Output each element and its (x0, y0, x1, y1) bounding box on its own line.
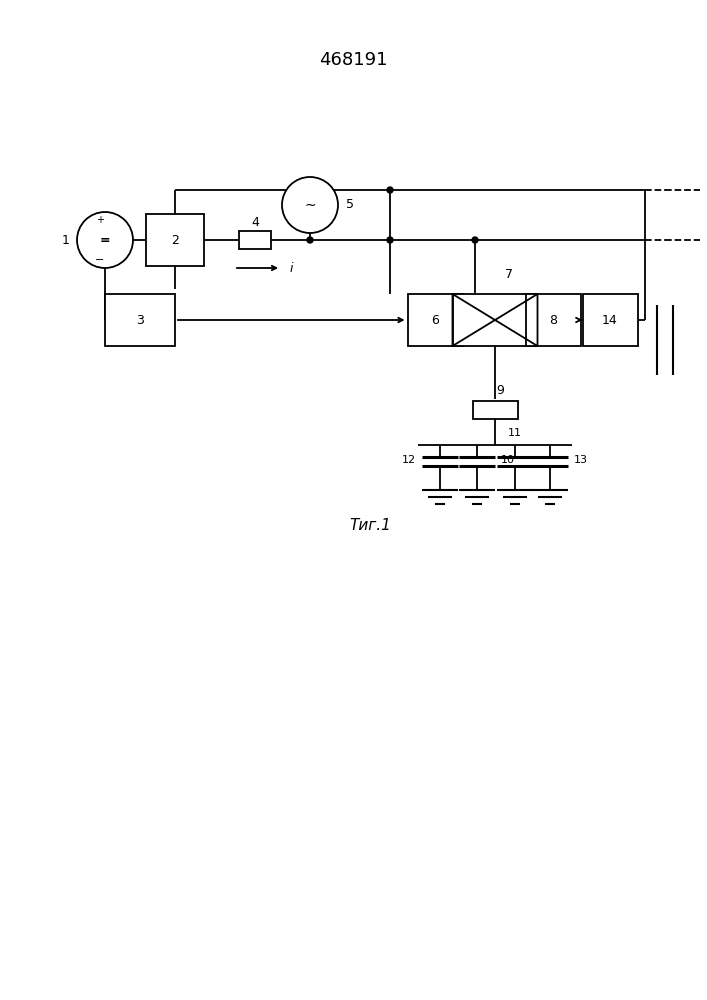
Text: 10: 10 (501, 455, 515, 465)
Text: 2: 2 (171, 233, 179, 246)
Text: 5: 5 (346, 198, 354, 212)
Text: 14: 14 (602, 314, 618, 326)
Bar (472, 401, 518, 419)
Bar (239, 231, 271, 249)
Text: 4: 4 (251, 216, 259, 229)
Text: 13: 13 (574, 455, 588, 465)
Text: Τиг.1: Τиг.1 (349, 518, 391, 532)
Circle shape (282, 177, 338, 233)
Circle shape (307, 237, 313, 243)
Text: =: = (100, 233, 110, 246)
Bar (583, 294, 638, 346)
Text: 1: 1 (62, 233, 70, 246)
Bar (525, 294, 580, 346)
Text: ∼: ∼ (304, 198, 316, 212)
Circle shape (77, 212, 133, 268)
Text: 3: 3 (136, 314, 144, 326)
Circle shape (387, 187, 393, 193)
Bar (407, 294, 462, 346)
Text: 12: 12 (402, 455, 416, 465)
Text: 6: 6 (431, 314, 439, 326)
Bar (146, 214, 204, 266)
Text: −: − (95, 255, 105, 265)
Text: 468191: 468191 (319, 51, 387, 69)
Text: i: i (289, 261, 293, 274)
Bar (105, 294, 175, 346)
Circle shape (472, 237, 478, 243)
Text: 9: 9 (496, 383, 504, 396)
Text: 8: 8 (549, 314, 557, 326)
Bar (452, 294, 537, 346)
Text: +: + (96, 215, 104, 225)
Circle shape (387, 237, 393, 243)
Text: 11: 11 (508, 428, 522, 438)
Text: 7: 7 (505, 267, 513, 280)
